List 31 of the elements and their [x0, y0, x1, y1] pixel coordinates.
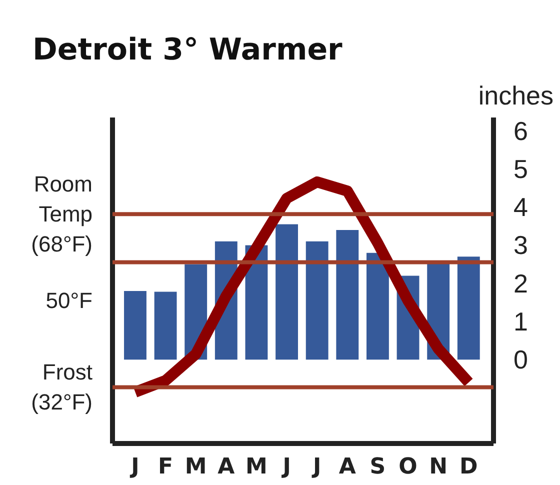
bar	[276, 224, 298, 360]
bar	[457, 256, 480, 360]
y2-tick-label: 1	[514, 306, 528, 336]
x-tick-label: M	[184, 454, 207, 480]
y2-tick-label: 0	[514, 344, 528, 375]
x-tick-label: J	[280, 454, 291, 480]
x-tick-label: F	[158, 454, 174, 480]
chart-title: Detroit 3° Warmer	[32, 32, 343, 68]
y-tick-label: 50°F	[46, 288, 93, 314]
x-tick-label: J	[311, 454, 322, 480]
y-tick-label: Room Temp (68°F)	[31, 172, 93, 257]
bar	[366, 252, 389, 360]
y2-tick-label: 5	[514, 154, 528, 184]
bar	[306, 241, 328, 360]
y2-tick-label: 6	[514, 116, 528, 146]
bar	[336, 230, 359, 360]
bar	[124, 290, 146, 360]
y-tick-label: Frost (32°F)	[31, 360, 93, 415]
x-tick-label: S	[370, 454, 386, 480]
x-tick-label: J	[129, 454, 140, 480]
bar	[154, 292, 177, 360]
x-tick-label: O	[398, 454, 418, 480]
x-tick-label: A	[338, 454, 356, 480]
y2-tick-label: 3	[514, 230, 528, 260]
y2-tick-label: 4	[514, 192, 528, 222]
x-tick-label: D	[460, 454, 478, 480]
y2-axis-title: inches	[478, 80, 554, 110]
x-tick-label: M	[246, 454, 268, 480]
x-tick-label: A	[218, 454, 235, 480]
y2-tick-label: 2	[514, 268, 528, 298]
x-tick-label: N	[429, 454, 448, 480]
